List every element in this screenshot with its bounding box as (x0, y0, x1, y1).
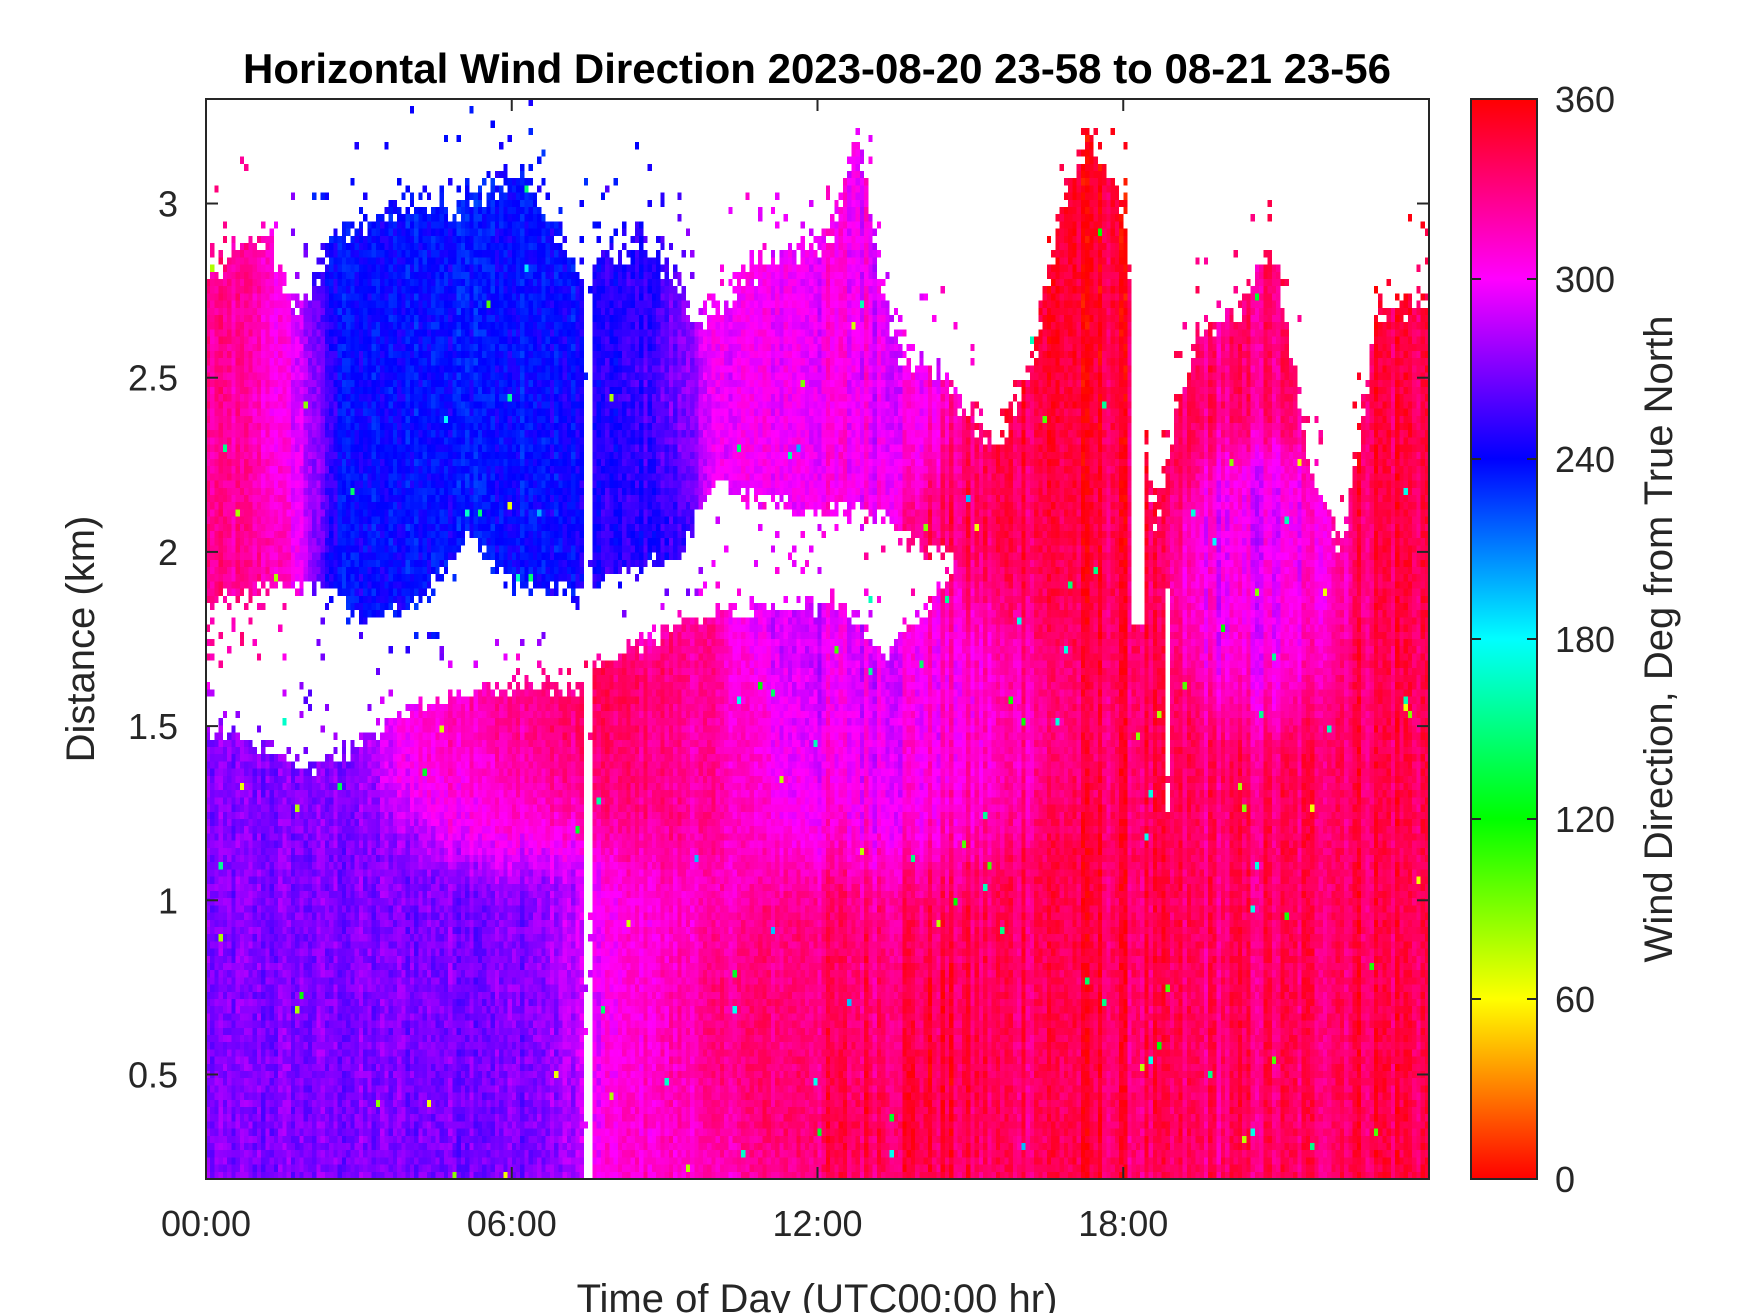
y-tick-label: 2 (158, 532, 178, 573)
y-tick-label: 2.5 (128, 358, 178, 399)
plot-area (206, 99, 1429, 1179)
colorbar-ticks: 0 60 120 180 240 300 360 (1471, 79, 1615, 1200)
y-tick-label: 3 (158, 184, 178, 225)
y-tick-label: 1.5 (128, 706, 178, 747)
y-axis: 0.5 1 1.5 2 2.5 3 (128, 184, 1429, 1095)
y-tick-label: 1 (158, 880, 178, 921)
y-tick-label: 0.5 (128, 1054, 178, 1095)
x-axis-label: Time of Day (UTC00:00 hr) (577, 1277, 1058, 1313)
colorbar-tick-label: 60 (1555, 979, 1595, 1020)
colorbar-gradient (1471, 99, 1537, 1179)
colorbar-tick-label: 240 (1555, 439, 1615, 480)
colorbar: 0 60 120 180 240 300 360 Wind Direction, Deg f… (1470, 79, 1681, 1200)
colorbar-tick-label: 300 (1555, 259, 1615, 300)
colorbar-label: Wind Direction, Deg from True North (1637, 316, 1681, 963)
x-tick-label: 00:00 (161, 1203, 251, 1244)
wind-direction-heatmap (206, 99, 1429, 1179)
y-axis-label: Distance (km) (59, 516, 103, 763)
chart-title: Horizontal Wind Direction 2023-08-20 23-… (243, 45, 1391, 92)
colorbar-tick-label: 360 (1555, 79, 1615, 120)
x-tick-label: 12:00 (772, 1203, 862, 1244)
colorbar-tick-label: 180 (1555, 619, 1615, 660)
x-tick-label: 06:00 (467, 1203, 557, 1244)
colorbar-tick-label: 120 (1555, 799, 1615, 840)
x-axis: 00:00 06:00 12:00 18:00 (161, 99, 1168, 1244)
colorbar-tick-label: 0 (1555, 1159, 1575, 1200)
x-tick-label: 18:00 (1078, 1203, 1168, 1244)
